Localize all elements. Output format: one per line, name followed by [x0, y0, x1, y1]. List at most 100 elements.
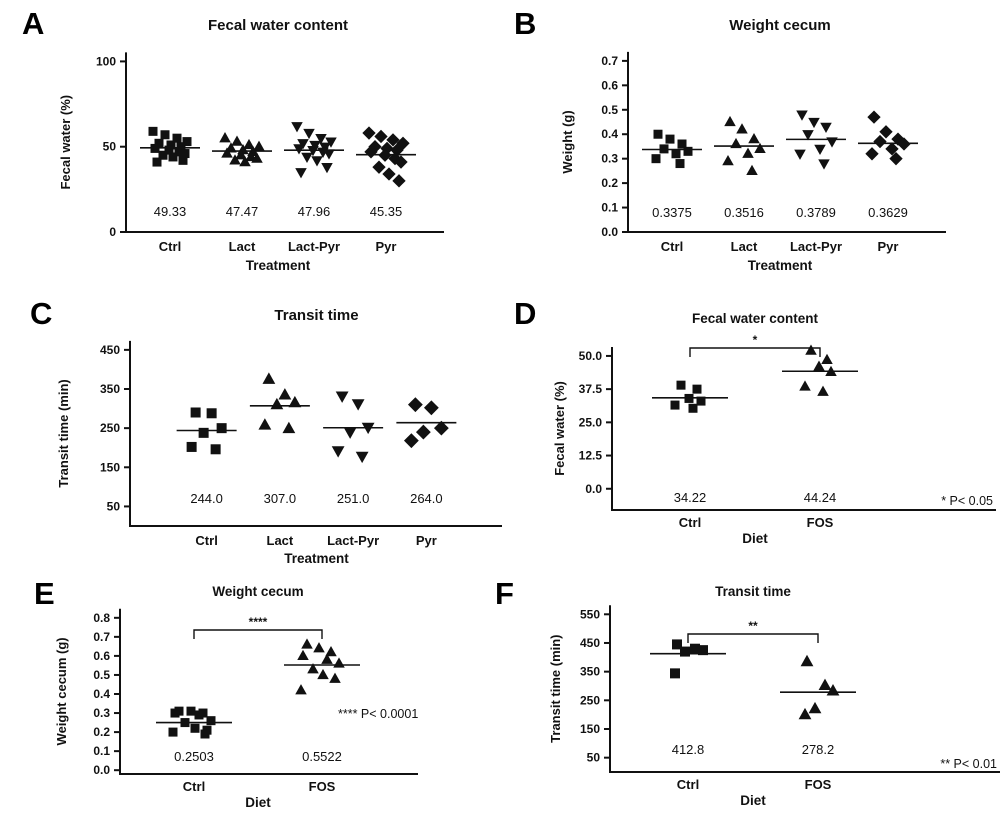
svg-text:350: 350	[580, 665, 600, 679]
svg-text:0.3: 0.3	[601, 152, 618, 166]
panel-e-letter: E	[34, 576, 56, 611]
svg-text:Lact-Pyr: Lact-Pyr	[327, 533, 379, 548]
svg-text:Weight cecum: Weight cecum	[212, 584, 303, 599]
panel-d-scatter-chart: Fecal water content 0.0 12.5 25.0 37.5 50.0 Fe…	[552, 311, 996, 546]
svg-text:Ctrl: Ctrl	[183, 779, 205, 794]
svg-text:412.8: 412.8	[672, 742, 705, 757]
svg-text:0: 0	[109, 225, 116, 239]
panel-c-letter: C	[30, 296, 53, 331]
svg-text:Lact: Lact	[731, 239, 758, 254]
svg-text:0.1: 0.1	[601, 201, 618, 215]
svg-text:0.0: 0.0	[585, 482, 602, 496]
svg-text:0.3: 0.3	[93, 706, 110, 720]
svg-text:Lact-Pyr: Lact-Pyr	[288, 239, 340, 254]
svg-text:12.5: 12.5	[579, 449, 603, 463]
svg-text:450: 450	[580, 636, 600, 650]
svg-text:0.3789: 0.3789	[796, 205, 836, 220]
svg-text:350: 350	[100, 382, 120, 396]
svg-text:49.33: 49.33	[154, 204, 187, 219]
svg-text:0.0: 0.0	[93, 763, 110, 777]
svg-text:0.7: 0.7	[601, 54, 618, 68]
svg-text:Ctrl: Ctrl	[159, 239, 181, 254]
svg-text:0.3375: 0.3375	[652, 205, 692, 220]
panel-b-scatter-chart: Weight cecum 0.0 0.1 0.2 0.3 0.4 0.5 0.6 0.7 Weig…	[560, 17, 946, 273]
svg-text:Diet: Diet	[740, 793, 766, 808]
svg-text:0.2: 0.2	[93, 725, 110, 739]
svg-text:37.5: 37.5	[579, 382, 603, 396]
panel-a: A Fecal water content 0 50 100 Fecal water (…	[8, 4, 508, 294]
svg-text:0.5522: 0.5522	[302, 749, 342, 764]
svg-text:45.35: 45.35	[370, 204, 403, 219]
svg-text:FOS: FOS	[807, 515, 834, 530]
svg-text:Diet: Diet	[245, 795, 271, 810]
svg-text:0.6: 0.6	[93, 649, 110, 663]
panel-f-scatter-chart: Transit time 50 150 250 350 450 550 Transit tim…	[548, 584, 1000, 808]
svg-text:44.24: 44.24	[804, 490, 837, 505]
panel-a-letter: A	[22, 6, 45, 41]
svg-text:Transit time (min): Transit time (min)	[548, 634, 563, 742]
svg-text:**: **	[748, 619, 758, 633]
panel-d: D Fecal water content 0.0 12.5 25.0 37.5 50.0…	[510, 296, 1007, 584]
panel-b-letter: B	[514, 6, 537, 41]
panel-e-scatter-chart: Weight cecum 0.0 0.1 0.2 0.3 0.4 0.5 0.6 0.7 0.8 W…	[54, 584, 418, 810]
svg-text:50: 50	[103, 140, 117, 154]
panel-f: F Transit time 50 150 250 350 450 550 Transit t…	[490, 576, 1007, 834]
svg-text:* P< 0.05: * P< 0.05	[941, 494, 993, 508]
svg-text:FOS: FOS	[309, 779, 336, 794]
svg-text:50: 50	[587, 751, 601, 765]
svg-text:450: 450	[100, 343, 120, 357]
svg-text:34.22: 34.22	[674, 490, 707, 505]
svg-text:Fecal water content: Fecal water content	[692, 311, 819, 326]
panel-c-scatter-chart: Transit time 50 150 250 350 450 Transit time (…	[56, 307, 502, 566]
svg-text:0.0: 0.0	[601, 225, 618, 239]
svg-text:244.0: 244.0	[190, 491, 223, 506]
svg-text:**** P< 0.0001: **** P< 0.0001	[338, 707, 418, 721]
svg-text:0.6: 0.6	[601, 78, 618, 92]
svg-text:Pyr: Pyr	[416, 533, 437, 548]
svg-text:0.5: 0.5	[93, 668, 110, 682]
svg-text:Treatment: Treatment	[748, 258, 813, 273]
svg-text:100: 100	[96, 54, 116, 68]
svg-text:Ctrl: Ctrl	[195, 533, 217, 548]
svg-text:0.5: 0.5	[601, 103, 618, 117]
svg-text:*: *	[753, 333, 758, 347]
svg-text:** P< 0.01: ** P< 0.01	[940, 757, 997, 771]
svg-text:Weight cecum: Weight cecum	[729, 17, 830, 34]
svg-text:Ctrl: Ctrl	[677, 777, 699, 792]
svg-text:0.4: 0.4	[601, 127, 618, 141]
svg-text:50: 50	[107, 499, 121, 513]
svg-text:550: 550	[580, 607, 600, 621]
svg-text:251.0: 251.0	[337, 491, 370, 506]
panel-e: E Weight cecum 0.0 0.1 0.2 0.3 0.4 0.5 0.6 0.7 0.…	[8, 576, 508, 834]
svg-text:0.7: 0.7	[93, 630, 110, 644]
svg-text:Lact: Lact	[267, 533, 294, 548]
svg-text:0.2503: 0.2503	[174, 749, 214, 764]
panel-a-scatter-chart: Fecal water content 0 50 100 Fecal water (%)…	[58, 17, 444, 273]
svg-text:Fecal water content: Fecal water content	[208, 17, 348, 34]
panel-d-letter: D	[514, 296, 537, 331]
svg-text:Lact: Lact	[229, 239, 256, 254]
svg-text:25.0: 25.0	[579, 415, 603, 429]
svg-text:Treatment: Treatment	[284, 551, 349, 566]
svg-text:Pyr: Pyr	[376, 239, 397, 254]
svg-text:50.0: 50.0	[579, 349, 603, 363]
svg-text:0.3629: 0.3629	[868, 205, 908, 220]
svg-text:47.96: 47.96	[298, 204, 331, 219]
svg-text:250: 250	[580, 693, 600, 707]
svg-text:****: ****	[249, 615, 268, 629]
svg-text:Fecal water (%): Fecal water (%)	[58, 95, 73, 190]
svg-text:0.1: 0.1	[93, 744, 110, 758]
svg-text:150: 150	[580, 722, 600, 736]
svg-text:307.0: 307.0	[264, 491, 297, 506]
svg-text:Transit time: Transit time	[715, 584, 791, 599]
panel-f-letter: F	[495, 576, 515, 611]
panel-b: B Weight cecum 0.0 0.1 0.2 0.3 0.4 0.5 0.6 0.7 We…	[510, 4, 1007, 294]
svg-text:FOS: FOS	[805, 777, 832, 792]
svg-text:0.2: 0.2	[601, 176, 618, 190]
svg-text:Weight cecum (g): Weight cecum (g)	[54, 637, 69, 745]
svg-text:0.3516: 0.3516	[724, 205, 764, 220]
svg-text:0.4: 0.4	[93, 687, 110, 701]
svg-text:Lact-Pyr: Lact-Pyr	[790, 239, 842, 254]
svg-text:Treatment: Treatment	[246, 258, 311, 273]
